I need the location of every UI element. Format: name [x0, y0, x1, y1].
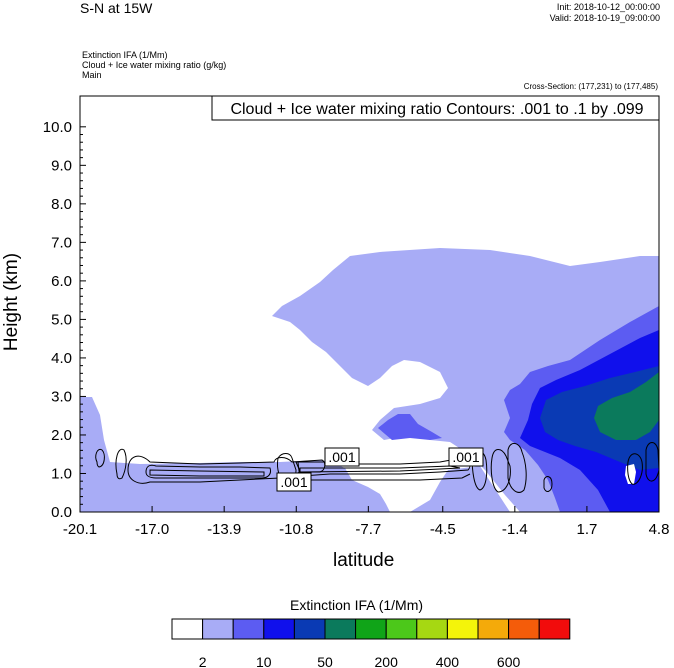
contour-line [299, 465, 461, 473]
extinction-fill-level-1 [80, 397, 390, 512]
legend-color-box [263, 618, 295, 640]
legend-color-box [477, 618, 510, 640]
contour-label-group: .001 .001 .001 [276, 447, 484, 492]
extinction-fill-level-1 [410, 466, 510, 512]
contour-line [127, 455, 326, 484]
x-tick-label: -20.1 [63, 521, 97, 538]
legend-tick-label: 50 [317, 654, 333, 668]
extinction-fill-level-2 [378, 414, 442, 440]
y-axis-label: Height (km) [1, 252, 22, 352]
legend-tick-label: 400 [436, 654, 460, 668]
contour-line [115, 448, 127, 480]
run-times: Init: 2018-10-12_00:00:00 Valid: 2018-10… [550, 2, 660, 24]
y-tick-label: 10.0 [43, 119, 72, 136]
contour-line [645, 442, 659, 482]
filled-contours [80, 248, 659, 512]
contour-line [95, 448, 105, 468]
variable-extinction: Extinction IFA (1/Mm) [82, 50, 168, 60]
legend-tick-label: 200 [375, 654, 399, 668]
cross-section-label: Cross-Section: (177,231) to (177,485) [523, 82, 658, 91]
legend-tick-label: 10 [256, 654, 272, 668]
legend-color-box [446, 618, 479, 640]
y-tick-label: 8.0 [51, 196, 72, 213]
contour-line [149, 469, 265, 477]
valid-time: Valid: 2018-10-19_09:00:00 [549, 13, 660, 23]
color-legend: 2 10 50 200 400 600 [171, 618, 571, 668]
contour-info-text: Cloud + Ice water mixing ratio Contours:… [230, 101, 643, 118]
legend-color-box [508, 618, 540, 640]
x-tick-label: -1.4 [502, 521, 528, 538]
contour-label: .001 [452, 449, 479, 465]
x-tick-label: -10.8 [279, 521, 313, 538]
init-time: Init: 2018-10-12_00:00:00 [556, 2, 660, 12]
y-tick-label: 1.0 [51, 465, 72, 482]
x-tick-label: -17.0 [135, 521, 169, 538]
contour-line [490, 449, 511, 493]
legend-tick-label: 2 [199, 654, 207, 668]
legend-color-box [232, 618, 265, 640]
legend-title: Extinction IFA (1/Mm) [290, 597, 424, 613]
variable-domain: Main [82, 70, 102, 80]
x-tick-label: 1.7 [576, 521, 597, 538]
legend-color-box [385, 618, 418, 640]
legend-tick-label: 600 [497, 654, 521, 668]
x-tick-label: -7.7 [355, 521, 381, 538]
legend-color-box [416, 618, 448, 640]
y-tick-label: 2.0 [51, 427, 72, 444]
y-tick-label: 5.0 [51, 311, 72, 328]
plot-title: S-N at 15W [80, 0, 153, 16]
variable-mixing-ratio: Cloud + Ice water mixing ratio (g/kg) [82, 60, 227, 70]
legend-color-box [355, 618, 387, 640]
y-tick-label: 6.0 [51, 273, 72, 290]
y-tick-label: 3.0 [51, 388, 72, 405]
x-tick-label: 4.8 [649, 521, 670, 538]
legend-color-box [293, 618, 326, 640]
contour-line [507, 443, 527, 493]
contour-label: .001 [280, 474, 307, 490]
y-tick-label: 7.0 [51, 234, 72, 251]
axes: 0.0 1.0 2.0 3.0 4.0 5.0 6.0 7.0 8.0 9.0 10.0 -20.1 -… [43, 119, 670, 538]
x-tick-label: -13.9 [207, 521, 241, 538]
contour-line [627, 453, 643, 485]
y-tick-label: 9.0 [51, 157, 72, 174]
legend-color-box [202, 618, 234, 640]
contour-info-box: Cloud + Ice water mixing ratio Contours:… [211, 95, 660, 121]
x-axis-label: latitude [333, 550, 395, 571]
legend-color-box [324, 618, 357, 640]
y-tick-label: 0.0 [51, 504, 72, 521]
contour-line [145, 464, 271, 479]
contour-label: .001 [328, 449, 355, 465]
legend-color-box [538, 618, 571, 640]
x-tick-label: -4.5 [430, 521, 456, 538]
legend-color-box [171, 618, 204, 640]
extinction-fill-level-5 [594, 372, 659, 440]
variable-list: Extinction IFA (1/Mm) Cloud + Ice water … [82, 50, 226, 80]
y-tick-label: 4.0 [51, 350, 72, 367]
contour-line [543, 476, 553, 492]
